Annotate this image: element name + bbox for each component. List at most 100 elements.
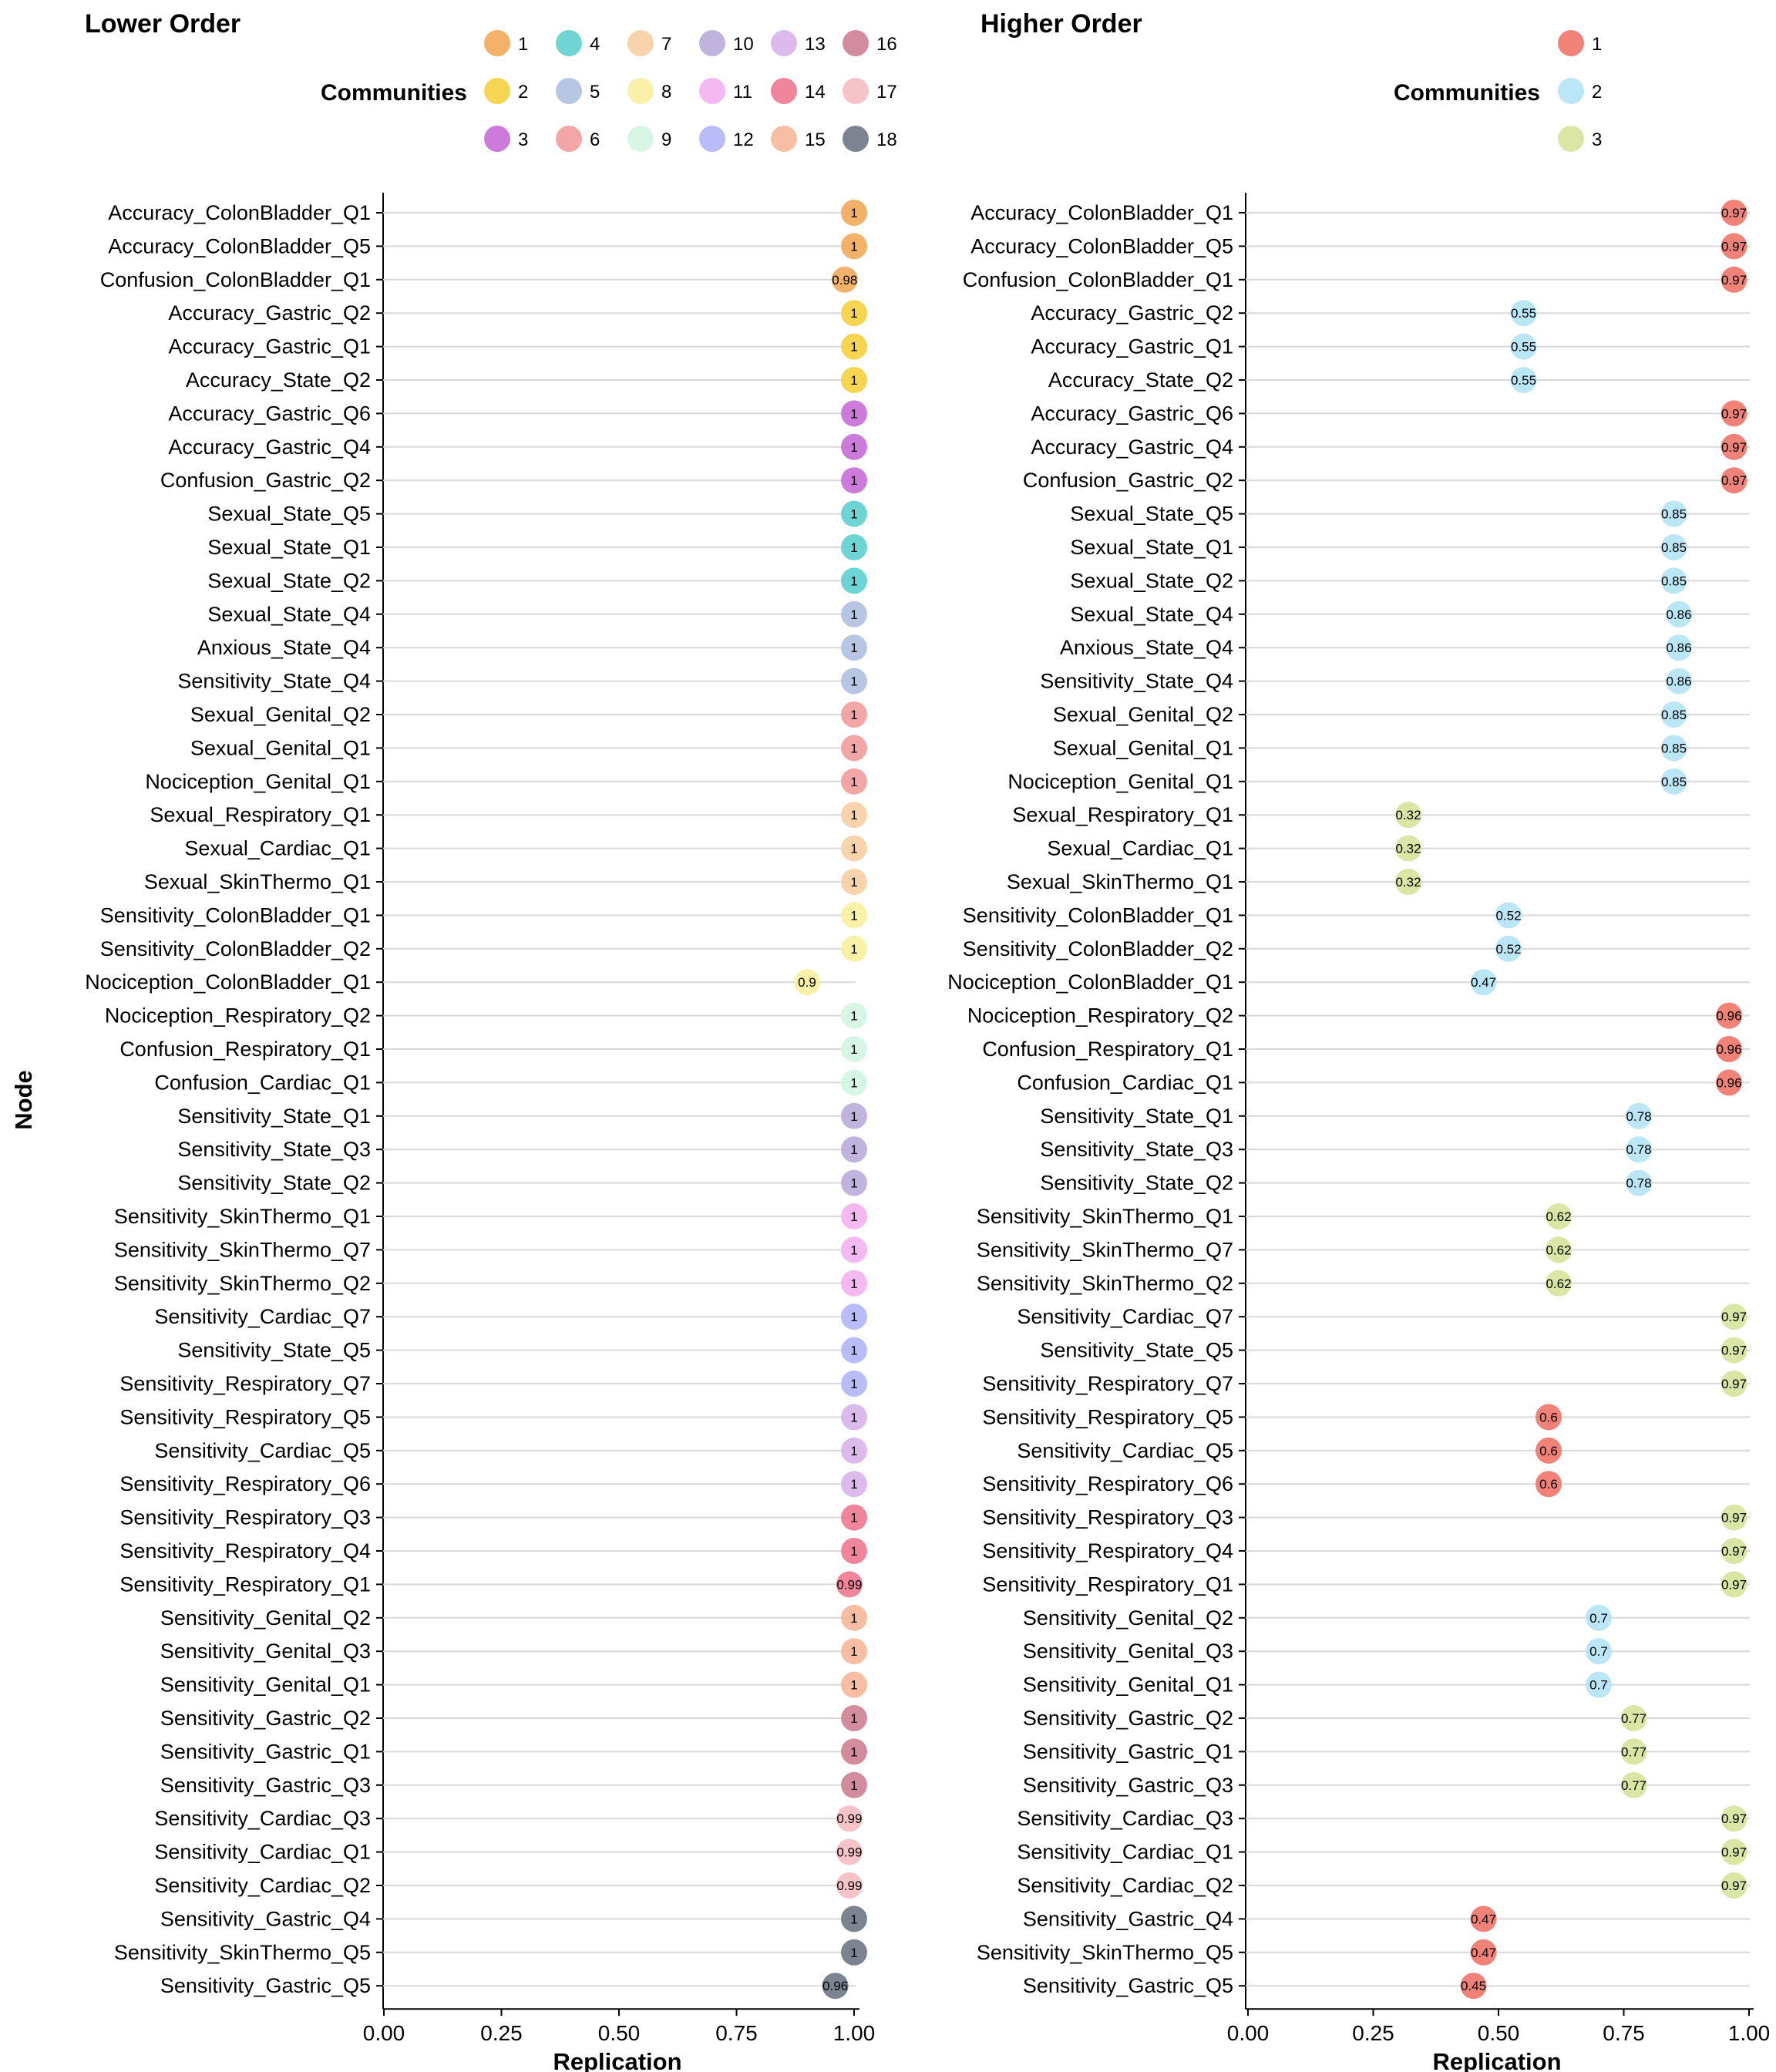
lower-node-label-43: Sensitivity_Genital_Q3 <box>160 1640 371 1663</box>
higher-point-32 <box>1546 1270 1572 1297</box>
higher-point-label-23: 0.47 <box>1471 975 1496 990</box>
lower-legend-label-16: 16 <box>876 34 897 55</box>
lower-point-22 <box>841 935 867 962</box>
higher-point-label-7: 0.97 <box>1721 440 1747 455</box>
lower-point-label-41: 0.99 <box>836 1577 862 1592</box>
higher-x-tick-label-2: 0.50 <box>1478 2021 1520 2045</box>
lower-node-label-27: Sensitivity_State_Q1 <box>177 1105 371 1128</box>
higher-node-label-44: Sensitivity_Genital_Q1 <box>1023 1673 1233 1697</box>
higher-point-42 <box>1586 1604 1612 1631</box>
lower-node-label-11: Sexual_State_Q2 <box>207 569 371 592</box>
lower-point-label-42: 1 <box>850 1611 857 1626</box>
lower-node-label-9: Sexual_State_Q5 <box>207 503 371 526</box>
lower-legend-key-15 <box>771 126 797 152</box>
lower-legend-label-2: 2 <box>518 82 528 103</box>
lower-legend-label-7: 7 <box>661 34 671 55</box>
higher-point-27 <box>1626 1102 1652 1129</box>
higher-x-tick-label-4: 1.00 <box>1728 2021 1771 2045</box>
higher-point-45 <box>1620 1705 1647 1731</box>
higher-node-label-3: Accuracy_Gastric_Q2 <box>1031 301 1233 325</box>
lower-point-9 <box>841 500 867 527</box>
higher-point-15 <box>1660 701 1687 728</box>
lower-legend-key-13 <box>771 30 797 56</box>
higher-point-label-35: 0.97 <box>1721 1377 1747 1391</box>
higher-point-label-13: 0.86 <box>1666 641 1691 655</box>
lower-point-29 <box>841 1169 867 1196</box>
lower-point-label-29: 1 <box>850 1176 857 1191</box>
lower-point-label-28: 1 <box>850 1142 857 1157</box>
lower-point-16 <box>841 735 867 762</box>
lower-node-label-20: Sexual_SkinThermo_Q1 <box>144 870 371 893</box>
higher-node-label-30: Sensitivity_SkinThermo_Q1 <box>977 1205 1233 1228</box>
higher-node-label-40: Sensitivity_Respiratory_Q4 <box>982 1539 1233 1562</box>
lower-point-1 <box>841 233 867 260</box>
higher-node-label-19: Sexual_Cardiac_Q1 <box>1047 837 1233 860</box>
higher-legend-label-2: 2 <box>1592 82 1602 103</box>
lower-legend-label-13: 13 <box>805 34 826 55</box>
lower-node-label-8: Confusion_Gastric_Q2 <box>160 469 371 492</box>
higher-node-label-47: Sensitivity_Gastric_Q3 <box>1023 1774 1233 1797</box>
lower-point-4 <box>841 333 867 360</box>
lower-point-34 <box>841 1337 867 1364</box>
lower-point-label-43: 1 <box>850 1644 857 1659</box>
lower-point-label-44: 1 <box>850 1678 857 1693</box>
higher-point-label-15: 0.85 <box>1661 708 1687 722</box>
higher-point-label-44: 0.7 <box>1589 1678 1608 1693</box>
lower-x-tick-label-4: 1.00 <box>833 2021 876 2045</box>
higher-point-label-48: 0.97 <box>1721 1811 1747 1826</box>
higher-node-label-13: Anxious_State_Q4 <box>1060 636 1233 659</box>
lower-point-label-3: 1 <box>850 306 857 321</box>
lower-point-7 <box>841 433 867 460</box>
higher-point-label-37: 0.6 <box>1539 1444 1558 1458</box>
lower-point-33 <box>841 1303 867 1330</box>
lower-node-label-49: Sensitivity_Cardiac_Q1 <box>154 1841 371 1864</box>
lower-point-8 <box>841 467 867 494</box>
higher-point-label-25: 0.96 <box>1716 1042 1741 1057</box>
lower-node-label-0: Accuracy_ColonBladder_Q1 <box>108 201 371 224</box>
lower-point-50 <box>836 1872 863 1899</box>
lower-node-label-47: Sensitivity_Gastric_Q3 <box>160 1774 371 1797</box>
higher-point-48 <box>1720 1805 1747 1832</box>
higher-node-label-10: Sexual_State_Q1 <box>1070 536 1233 559</box>
higher-point-label-22: 0.52 <box>1495 942 1521 957</box>
higher-point-label-21: 0.52 <box>1495 908 1521 923</box>
higher-point-22 <box>1495 935 1522 962</box>
lower-node-label-22: Sensitivity_ColonBladder_Q2 <box>100 937 371 960</box>
higher-point-label-12: 0.86 <box>1666 607 1691 622</box>
lower-point-32 <box>841 1270 867 1297</box>
higher-point-label-14: 0.86 <box>1666 674 1691 689</box>
lower-node-label-15: Sexual_Genital_Q2 <box>190 703 371 726</box>
higher-point-label-32: 0.62 <box>1546 1276 1571 1291</box>
y-axis-title: Node <box>10 1070 37 1130</box>
lower-node-label-46: Sensitivity_Gastric_Q1 <box>160 1740 371 1763</box>
lower-point-42 <box>841 1604 867 1631</box>
higher-node-label-37: Sensitivity_Cardiac_Q5 <box>1017 1439 1233 1462</box>
lower-point-15 <box>841 701 867 728</box>
lower-point-46 <box>841 1738 867 1765</box>
higher-point-41 <box>1720 1571 1747 1598</box>
lower-point-label-51: 1 <box>850 1912 857 1926</box>
higher-node-label-46: Sensitivity_Gastric_Q1 <box>1023 1740 1233 1763</box>
higher-point-49 <box>1720 1838 1747 1865</box>
lower-point-label-30: 1 <box>850 1209 857 1224</box>
lower-legend-label-6: 6 <box>590 130 600 150</box>
lower-point-label-22: 1 <box>850 942 857 957</box>
lower-point-label-9: 1 <box>850 507 857 522</box>
lower-x-axis-title: Replication <box>553 2048 681 2072</box>
higher-point-label-51: 0.47 <box>1471 1912 1496 1926</box>
lower-legend-key-10 <box>699 30 725 56</box>
lower-point-14 <box>841 668 867 695</box>
lower-point-label-52: 1 <box>850 1946 857 1960</box>
higher-point-label-52: 0.47 <box>1471 1946 1496 1960</box>
lower-point-40 <box>841 1538 867 1564</box>
higher-point-label-46: 0.77 <box>1621 1744 1646 1759</box>
lower-point-label-20: 1 <box>850 875 857 890</box>
higher-point-16 <box>1660 735 1687 762</box>
lower-node-label-17: Nociception_Genital_Q1 <box>145 770 371 793</box>
lower-point-28 <box>841 1136 867 1163</box>
higher-point-0 <box>1720 200 1747 226</box>
higher-node-label-45: Sensitivity_Gastric_Q2 <box>1023 1707 1233 1730</box>
higher-node-label-36: Sensitivity_Respiratory_Q5 <box>982 1405 1233 1428</box>
higher-point-6 <box>1720 400 1747 427</box>
